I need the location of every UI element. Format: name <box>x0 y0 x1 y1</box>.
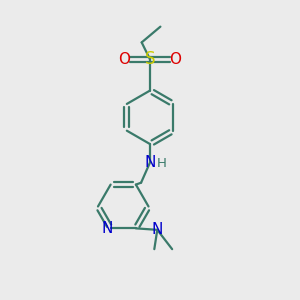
Text: N: N <box>101 221 113 236</box>
Text: S: S <box>145 50 155 68</box>
Text: O: O <box>118 52 130 67</box>
Text: N: N <box>152 222 163 237</box>
Text: N: N <box>144 155 156 170</box>
Text: O: O <box>169 52 181 67</box>
Text: H: H <box>156 158 166 170</box>
